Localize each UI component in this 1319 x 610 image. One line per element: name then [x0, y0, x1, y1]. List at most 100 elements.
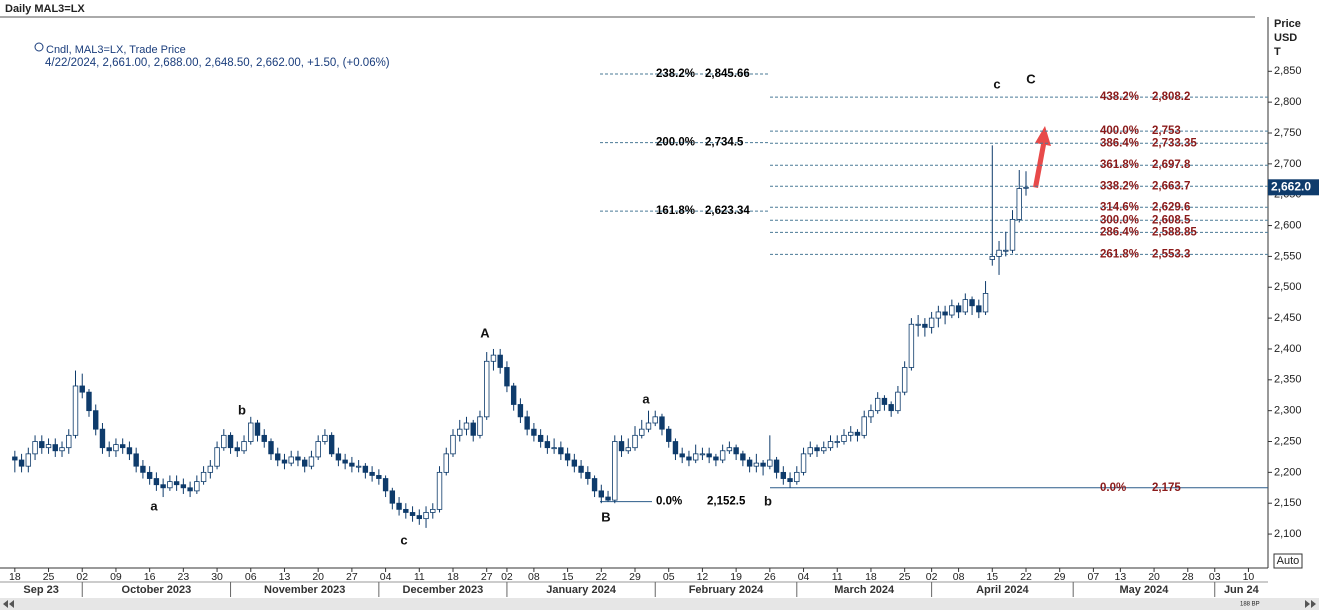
month-label: December 2023 [403, 584, 484, 596]
fib-ratio: 200.0% [656, 137, 695, 149]
y-tick-label: 2,300 [1274, 405, 1302, 417]
y-tick-label: 2,750 [1274, 127, 1302, 139]
fib-ratio: 286.4% [1100, 226, 1139, 238]
auto-label[interactable]: Auto [1277, 555, 1300, 567]
legend-values: 4/22/2024, 2,661.00, 2,688.00, 2,648.50,… [45, 57, 390, 69]
x-tick-label: 27 [481, 571, 493, 583]
scroll-right[interactable] [1305, 600, 1316, 608]
x-tick-label: 25 [43, 571, 55, 583]
candle-body [773, 459, 780, 473]
month-label: January 2024 [546, 584, 617, 596]
candle-body [106, 447, 112, 452]
x-tick-label: 09 [110, 571, 122, 583]
candle-body [248, 422, 254, 442]
x-tick-label: 15 [986, 571, 998, 583]
candle-body [430, 508, 436, 513]
scroll-label: 188 BP [1240, 602, 1260, 608]
candle-body [544, 441, 551, 449]
x-tick-label: 18 [9, 571, 21, 583]
y-tick-label: 2,350 [1274, 374, 1302, 386]
fib-ratio: 361.8% [1100, 159, 1139, 171]
y-tick-label: 2,450 [1274, 312, 1302, 324]
candle-body [436, 471, 443, 510]
candle-body [32, 441, 38, 455]
x-tick-label: 25 [899, 571, 911, 583]
candle-body [382, 478, 389, 492]
y-tick-label: 2,150 [1274, 497, 1302, 509]
candle-body [605, 496, 611, 501]
candle-body [719, 450, 726, 461]
candle-body [726, 447, 733, 452]
candle-body [93, 410, 99, 430]
fib-price: 2,753 [1152, 125, 1181, 137]
x-tick-label: 02 [926, 571, 938, 583]
y-tick-label: 2,550 [1274, 250, 1302, 262]
x-tick-label: 20 [312, 571, 324, 583]
candle-body [800, 453, 807, 473]
candle-body [389, 490, 396, 504]
candle-body [794, 471, 800, 483]
candle-body [18, 459, 25, 467]
candle-body [821, 447, 827, 452]
wave-label: c [993, 76, 1000, 91]
fib-ratio: 161.8% [656, 205, 695, 217]
candle-body [679, 453, 685, 458]
scrollbar[interactable] [0, 598, 1319, 610]
y-tick-label: 2,800 [1274, 96, 1302, 108]
candle-body [59, 447, 65, 452]
candle-body [126, 447, 133, 455]
wave-label: c [400, 532, 407, 547]
wave-label: b [764, 493, 772, 508]
candle-body [706, 453, 712, 458]
scroll-left[interactable] [3, 600, 14, 608]
x-tick-label: 04 [380, 571, 392, 583]
candle-body [376, 475, 382, 479]
candle-body [79, 385, 85, 393]
x-tick-label: 04 [798, 571, 810, 583]
candle-body [234, 447, 240, 452]
wave-label: b [238, 402, 246, 417]
fib-price: 2,663.7 [1152, 180, 1190, 192]
candle-body [807, 447, 813, 455]
chart-title: Daily MAL3=LX [5, 3, 85, 15]
x-tick-label: 11 [832, 571, 843, 583]
candle-body [537, 434, 544, 442]
candle-body [612, 441, 618, 501]
candle-body [484, 360, 490, 418]
candle-body [349, 462, 355, 467]
x-tick-label: 16 [144, 571, 156, 583]
x-tick-label: 11 [414, 571, 425, 583]
fib-price: 2,175 [1152, 482, 1181, 494]
fib-ratio: 438.2% [1100, 91, 1139, 103]
wave-label: a [642, 391, 650, 406]
candle-body [45, 444, 52, 449]
candle-body [457, 428, 463, 436]
candle-body [652, 416, 658, 424]
legend-series: Cndl, MAL3=LX, Trade Price [46, 44, 186, 56]
fib-price: 2,629.6 [1152, 201, 1190, 213]
candle-body [625, 447, 631, 452]
x-tick-label: 03 [1209, 571, 1221, 583]
candle-body [194, 481, 200, 492]
candle-body [659, 416, 665, 430]
candle-body [585, 471, 591, 479]
candle-body [160, 484, 166, 489]
last-price-tag [1268, 179, 1319, 196]
x-tick-label: 15 [562, 571, 574, 583]
candle-body [288, 456, 294, 464]
candle-body [227, 434, 234, 449]
candle-body [308, 456, 315, 467]
candle-body [713, 456, 719, 461]
candle-body [571, 459, 578, 467]
candle-body [848, 431, 854, 436]
fib-ratio: 400.0% [1100, 125, 1139, 137]
candle-body [976, 305, 982, 313]
auto-button[interactable] [1273, 553, 1303, 569]
x-tick-label: 27 [346, 571, 358, 583]
fib-price: 2,845.66 [705, 68, 750, 80]
candle-body [113, 444, 119, 452]
candle-body [699, 453, 706, 456]
candle-body [173, 481, 180, 486]
candle-body [281, 459, 288, 464]
x-tick-label: 30 [211, 571, 223, 583]
